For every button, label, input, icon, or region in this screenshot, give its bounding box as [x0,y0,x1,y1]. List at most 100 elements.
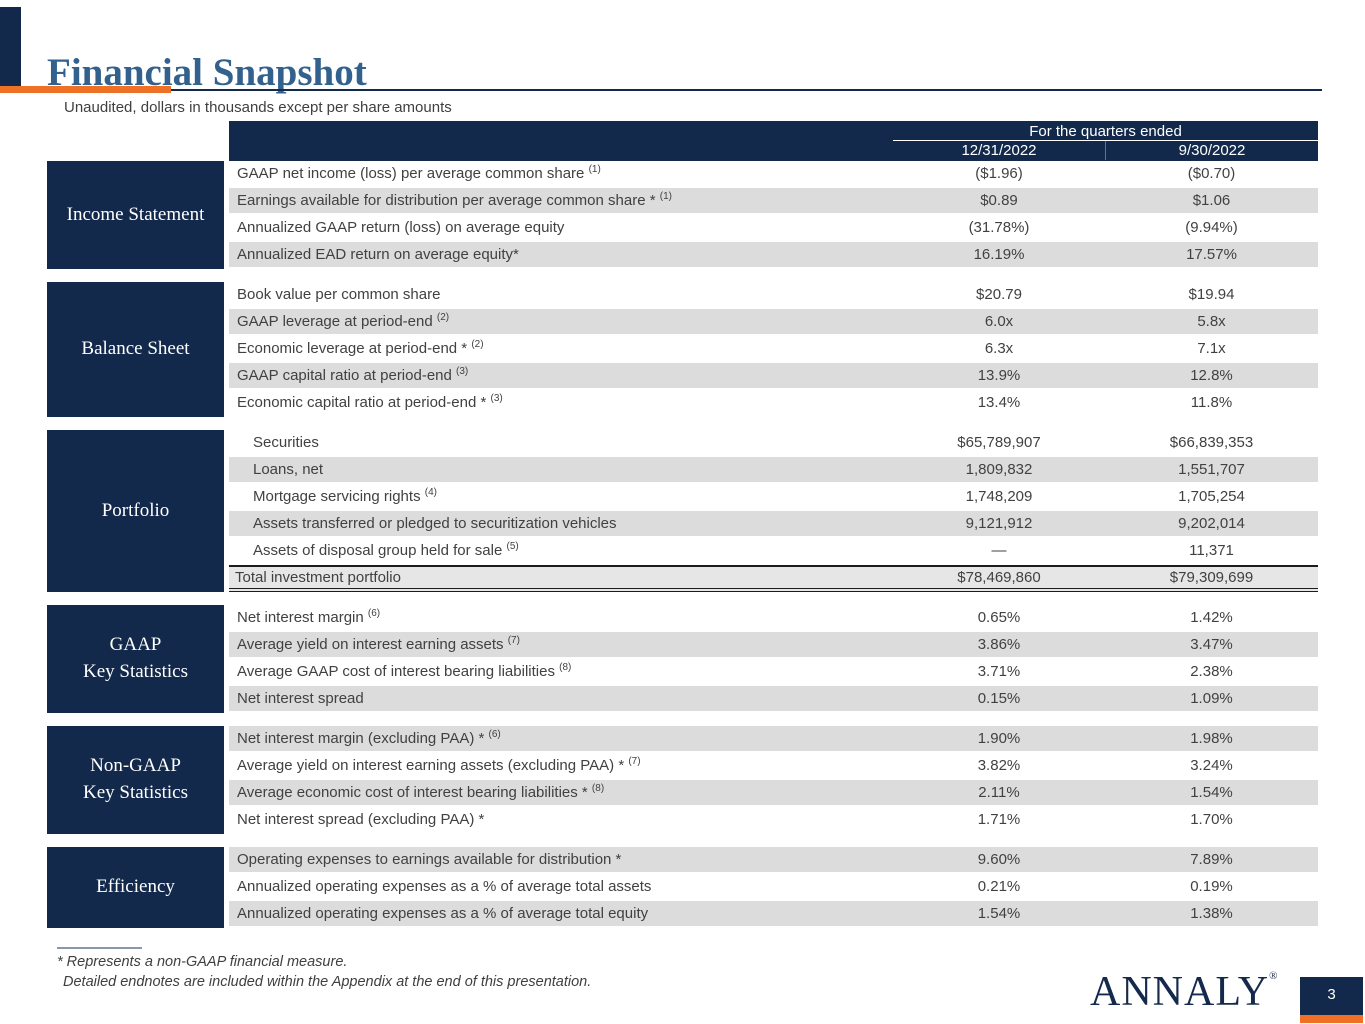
row-label: Economic leverage at period-end * (2) [237,339,484,358]
row-label: Annualized GAAP return (loss) on average… [237,219,565,236]
value-cell-q4-2022: 1,748,209 [965,488,1033,505]
value-cell-q4-2022: — [991,542,1007,559]
value-cell-q4-2022: 0.65% [977,609,1021,626]
value-cell-q4-2022: (31.78%) [968,219,1030,236]
column-header-q4: 12/31/2022 [961,142,1037,159]
row-label: Average GAAP cost of interest bearing li… [237,662,572,681]
value-cell-q4-2022: 13.9% [977,367,1021,384]
row-label-footnote-ref: (3) [456,366,469,377]
value-cell-q4-2022: 1.54% [977,905,1021,922]
row-label: Annualized EAD return on average equity* [237,246,519,263]
value-cell-q3-2022: 2.38% [1190,663,1233,680]
section-rows: Operating expenses to earnings available… [229,847,1318,928]
section-label-non-gaap-key-statistics: Non-GAAP Key Statistics [47,726,224,834]
section-efficiency: Efficiency Operating expenses to earnings… [47,847,1318,928]
footnote-non-gaap: * Represents a non-GAAP financial measur… [57,954,348,970]
value-cell-q3-2022: 1.70% [1190,811,1233,828]
section-gaap-key-statistics: GAAP Key Statistics Net interest margin (6… [47,605,1318,713]
section-label-income-statement: Income Statement [47,161,224,269]
value-cell-q3-2022: 1,705,254 [1178,488,1245,505]
value-cell-q3-2022: 9,202,014 [1178,515,1245,532]
value-cell-q3-2022: 11.8% [1190,394,1233,411]
value-cell-q3-2022: 1.98% [1190,730,1233,747]
row-label: Economic capital ratio at period-end * (… [237,393,503,412]
section-income-statement: Income Statement GAAP net income (loss) p… [47,161,1318,269]
table-row: Book value per common share $20.79 $19.94 [229,282,1318,309]
table-row: GAAP leverage at period-end (2) 6.0x 5.8x [229,309,1318,336]
value-cell-q4-2022: $78,469,860 [957,569,1041,586]
registered-mark: ® [1269,970,1278,982]
section-label-balance-sheet: Balance Sheet [47,282,224,417]
value-cell-q3-2022: $1.06 [1192,192,1231,209]
value-cell-q3-2022: 1.42% [1190,609,1233,626]
value-cell-q3-2022: 7.89% [1190,851,1233,868]
row-label-footnote-ref: (7) [628,756,641,767]
row-label: Operating expenses to earnings available… [237,851,622,868]
value-cell-q4-2022: 3.71% [977,663,1021,680]
row-label-footnote-ref: (5) [506,541,519,552]
table-row: Net interest spread 0.15% 1.09% [229,686,1318,713]
value-cell-q4-2022: $65,789,907 [957,434,1041,451]
table-row: Average GAAP cost of interest bearing li… [229,659,1318,686]
table-row: Earnings available for distribution per … [229,188,1318,215]
row-label-footnote-ref: (7) [507,635,520,646]
row-label: Total investment portfolio [235,569,401,586]
row-label: Average yield on interest earning assets… [237,756,641,775]
section-balance-sheet: Balance Sheet Book value per common share… [47,282,1318,417]
annaly-logo: ANNALY® [1090,968,1277,1016]
value-cell-q4-2022: 1.71% [977,811,1021,828]
row-label: Net interest margin (6) [237,608,381,627]
value-cell-q4-2022: 6.0x [984,313,1014,330]
header-accent-rule [0,86,171,93]
row-label: Mortgage servicing rights (4) [253,487,437,506]
row-label-footnote-ref: (3) [490,393,503,404]
row-label: GAAP leverage at period-end (2) [237,312,450,331]
footnote-endnotes: Detailed endnotes are included within th… [63,974,592,990]
row-label: Loans, net [253,461,324,478]
value-cell-q4-2022: 3.86% [977,636,1021,653]
value-cell-q4-2022: 0.15% [977,690,1021,707]
page-number-box: 3 [1300,977,1363,1023]
table-row: Operating expenses to earnings available… [229,847,1318,874]
row-label: Earnings available for distribution per … [237,191,672,210]
row-label: Average yield on interest earning assets… [237,635,520,654]
financial-table: For the quarters ended 12/31/2022 9/30/2… [47,121,1318,941]
value-cell-q3-2022: $79,309,699 [1169,569,1254,586]
table-row: Annualized operating expenses as a % of … [229,874,1318,901]
value-cell-q4-2022: 6.3x [984,340,1014,357]
value-cell-q3-2022: 1.09% [1190,690,1233,707]
section-rows: Net interest margin (6) 0.65% 1.42% Average… [229,605,1318,713]
section-label-efficiency: Efficiency [47,847,224,928]
row-label: Annualized operating expenses as a % of … [237,878,652,895]
table-row: Assets of disposal group held for sale (… [229,538,1318,565]
row-label: Annualized operating expenses as a % of … [237,905,649,922]
row-label: GAAP net income (loss) per average commo… [237,164,601,183]
table-row-total: Total investment portfolio $78,469,860 $79… [229,565,1318,592]
value-cell-q4-2022: 1,809,832 [965,461,1033,478]
table-row: Annualized GAAP return (loss) on average… [229,215,1318,242]
annaly-logo-text: ANNALY [1090,969,1270,1015]
table-row: Average yield on interest earning assets… [229,753,1318,780]
row-label-footnote-ref: (6) [367,608,381,619]
value-cell-q3-2022: 3.24% [1190,757,1233,774]
table-row: Economic leverage at period-end * (2) 6.3… [229,336,1318,363]
table-sections: Income Statement GAAP net income (loss) p… [47,161,1318,928]
section-label-gaap-key-statistics: GAAP Key Statistics [47,605,224,713]
value-cell-q4-2022: ($1.96) [975,165,1023,182]
row-label: Average economic cost of interest bearin… [237,783,605,802]
row-label: Net interest spread [237,690,364,707]
value-cell-q3-2022: $66,839,353 [1169,434,1254,451]
row-label: Net interest spread (excluding PAA) * [237,811,485,828]
value-cell-q3-2022: 3.47% [1190,636,1233,653]
column-header-q3: 9/30/2022 [1105,141,1318,160]
corner-accent-bar [0,7,21,86]
footnote-rule [57,947,142,949]
header-rule [0,89,1322,91]
table-row: Net interest margin (6) 0.65% 1.42% [229,605,1318,632]
section-rows: Net interest margin (excluding PAA) * (6… [229,726,1318,834]
table-row: Average yield on interest earning assets… [229,632,1318,659]
value-cell-q4-2022: 2.11% [978,784,1020,801]
table-row: Annualized EAD return on average equity*… [229,242,1318,269]
value-cell-q4-2022: $0.89 [980,192,1018,209]
subtitle: Unaudited, dollars in thousands except p… [64,99,452,116]
